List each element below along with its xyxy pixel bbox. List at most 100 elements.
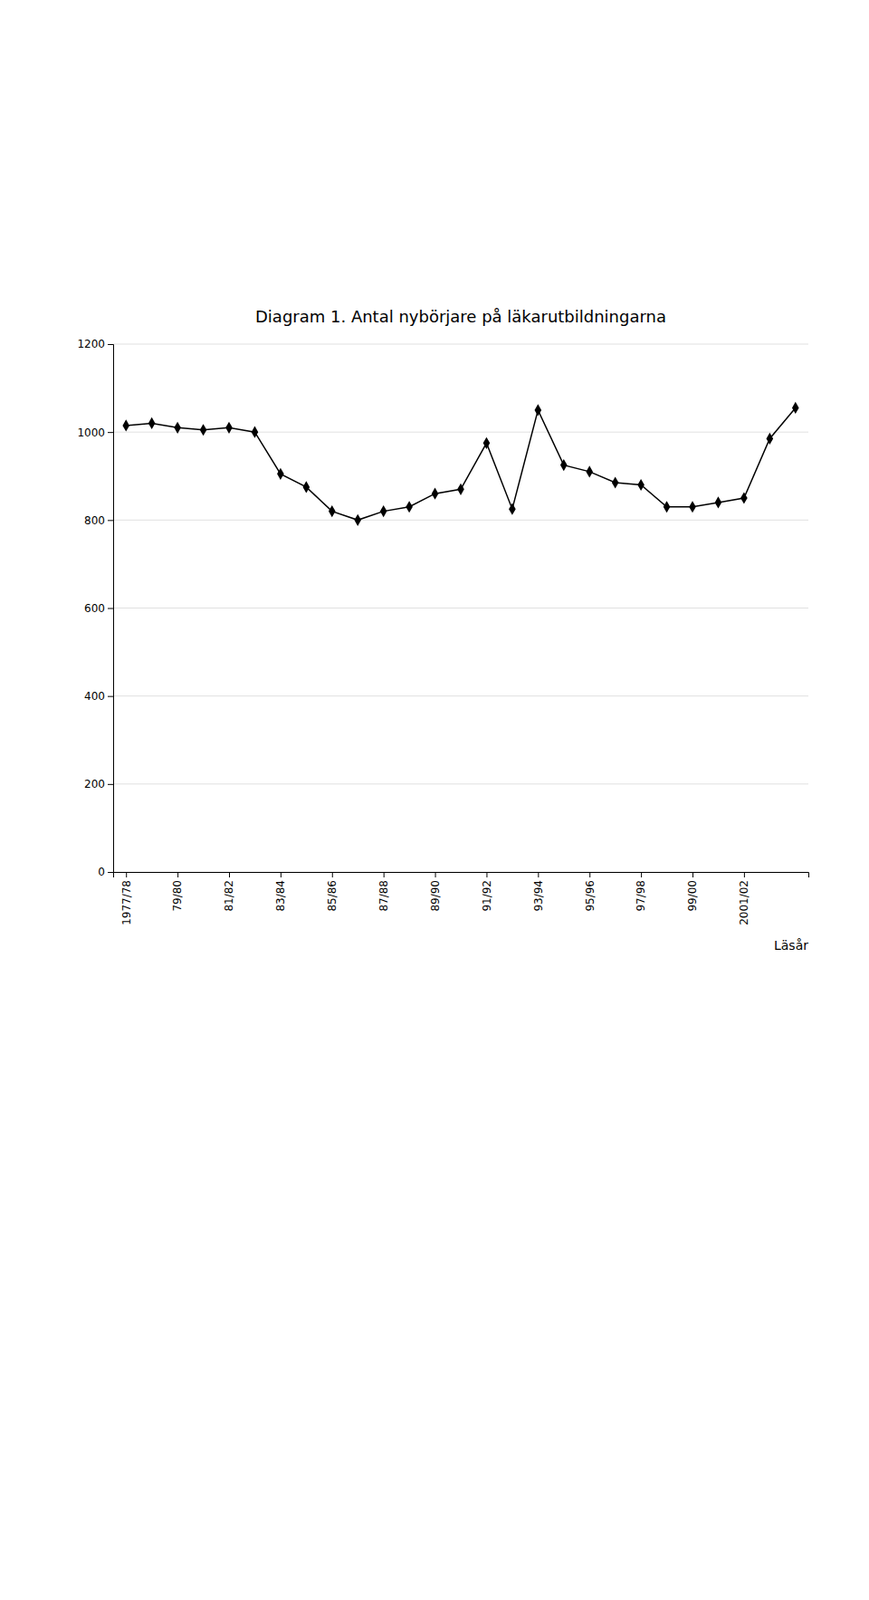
axis-title: Läsår xyxy=(773,937,809,953)
tick-label: 91/92 xyxy=(480,879,494,912)
grid-line xyxy=(113,431,809,433)
tick: 79/80 xyxy=(171,871,184,912)
tick: 600 xyxy=(84,601,114,615)
point xyxy=(225,421,233,434)
tick-label: 1200 xyxy=(76,337,106,351)
point xyxy=(251,426,259,439)
point xyxy=(483,437,491,449)
tick-mark xyxy=(107,783,114,785)
point xyxy=(611,476,620,488)
tick: 2001/02 xyxy=(737,871,751,926)
tick-label: 79/80 xyxy=(171,879,184,912)
tick: 81/82 xyxy=(222,871,236,912)
tick: 89/90 xyxy=(429,871,442,912)
point xyxy=(405,500,413,513)
tick: 99/00 xyxy=(686,871,699,912)
point xyxy=(792,401,800,414)
tick-mark xyxy=(280,871,282,878)
tick-label: 87/88 xyxy=(377,879,391,912)
tick-label: 81/82 xyxy=(222,879,236,912)
point xyxy=(380,505,388,517)
tick-mark xyxy=(107,343,114,345)
tick-mark xyxy=(177,871,179,878)
point xyxy=(173,421,182,434)
tick-label: 89/90 xyxy=(429,879,442,912)
grid-line xyxy=(113,783,809,784)
x-axis: 1977/78 79/80 81/82 83/84 85/86 87/88 89/90 91/… xyxy=(114,871,810,926)
tick-mark xyxy=(537,871,539,878)
tick: 800 xyxy=(84,514,114,527)
grid-line xyxy=(113,607,809,609)
tick-mark xyxy=(125,871,127,878)
tick-label: 0 xyxy=(97,865,106,879)
tick-mark xyxy=(589,871,591,878)
point xyxy=(200,423,208,436)
tick-mark xyxy=(486,871,488,878)
axis-line xyxy=(114,872,810,879)
tick-mark xyxy=(383,871,385,878)
tick: 83/84 xyxy=(274,871,287,912)
point xyxy=(637,478,645,491)
tick: 85/86 xyxy=(325,871,339,912)
title: Diagram 1. Antal nybörjare på läkarutbil… xyxy=(255,306,667,326)
tick-label: 95/96 xyxy=(583,879,597,912)
point xyxy=(663,500,671,513)
y-axis: 0 200 400 600 800 1000 1200 xyxy=(76,337,114,879)
point xyxy=(457,483,465,496)
tick-mark xyxy=(435,871,437,878)
tick-label: 99/00 xyxy=(686,879,699,912)
point xyxy=(740,491,748,504)
point xyxy=(276,467,285,480)
tick-mark xyxy=(744,871,745,878)
tick-label: 83/84 xyxy=(274,879,287,912)
point xyxy=(431,487,440,500)
tick: 93/94 xyxy=(532,871,545,912)
line xyxy=(125,407,796,520)
tick-label: 1000 xyxy=(76,426,106,440)
tick-mark xyxy=(107,519,114,521)
tick-label: 800 xyxy=(84,514,106,527)
tick-mark xyxy=(107,696,114,698)
tick-mark xyxy=(692,871,694,878)
point xyxy=(560,458,568,471)
tick-mark xyxy=(229,871,230,878)
tick-label: 1977/78 xyxy=(120,879,134,926)
tick: 97/98 xyxy=(634,871,648,912)
tick: 0 xyxy=(97,865,114,879)
tick-mark xyxy=(107,871,114,873)
tick-mark xyxy=(107,431,114,433)
tick-label: 2001/02 xyxy=(737,879,751,926)
grid xyxy=(113,343,809,872)
tick-mark xyxy=(107,608,114,610)
tick: 400 xyxy=(84,689,114,703)
tick: 1200 xyxy=(76,337,114,351)
tick: 87/88 xyxy=(377,871,391,912)
tick-label: 200 xyxy=(84,777,106,791)
point xyxy=(328,505,336,517)
point xyxy=(122,419,130,431)
point xyxy=(688,500,697,513)
tick: 95/96 xyxy=(583,871,597,912)
tick-label: 93/94 xyxy=(532,879,545,912)
axis-line xyxy=(107,344,115,873)
tick: 91/92 xyxy=(480,871,494,912)
point xyxy=(766,432,774,445)
grid-line xyxy=(113,519,809,521)
tick-label: 600 xyxy=(84,601,106,615)
point xyxy=(303,480,311,493)
grid-line xyxy=(113,695,809,697)
tick: 1977/78 xyxy=(120,871,134,926)
point xyxy=(508,503,516,516)
tick-label: 85/86 xyxy=(325,879,339,912)
tick: 1000 xyxy=(76,426,114,440)
tick-mark xyxy=(640,871,642,878)
point xyxy=(585,465,593,478)
chart: 0 200 400 600 800 1000 1200 1977/78 79/80 81/82 83… xyxy=(0,0,869,1600)
tick-label: 97/98 xyxy=(634,879,648,912)
plot-area xyxy=(122,401,799,526)
point xyxy=(353,514,362,526)
grid-line xyxy=(113,343,809,345)
tick: 200 xyxy=(84,777,114,791)
point xyxy=(148,417,156,430)
point xyxy=(534,403,543,416)
